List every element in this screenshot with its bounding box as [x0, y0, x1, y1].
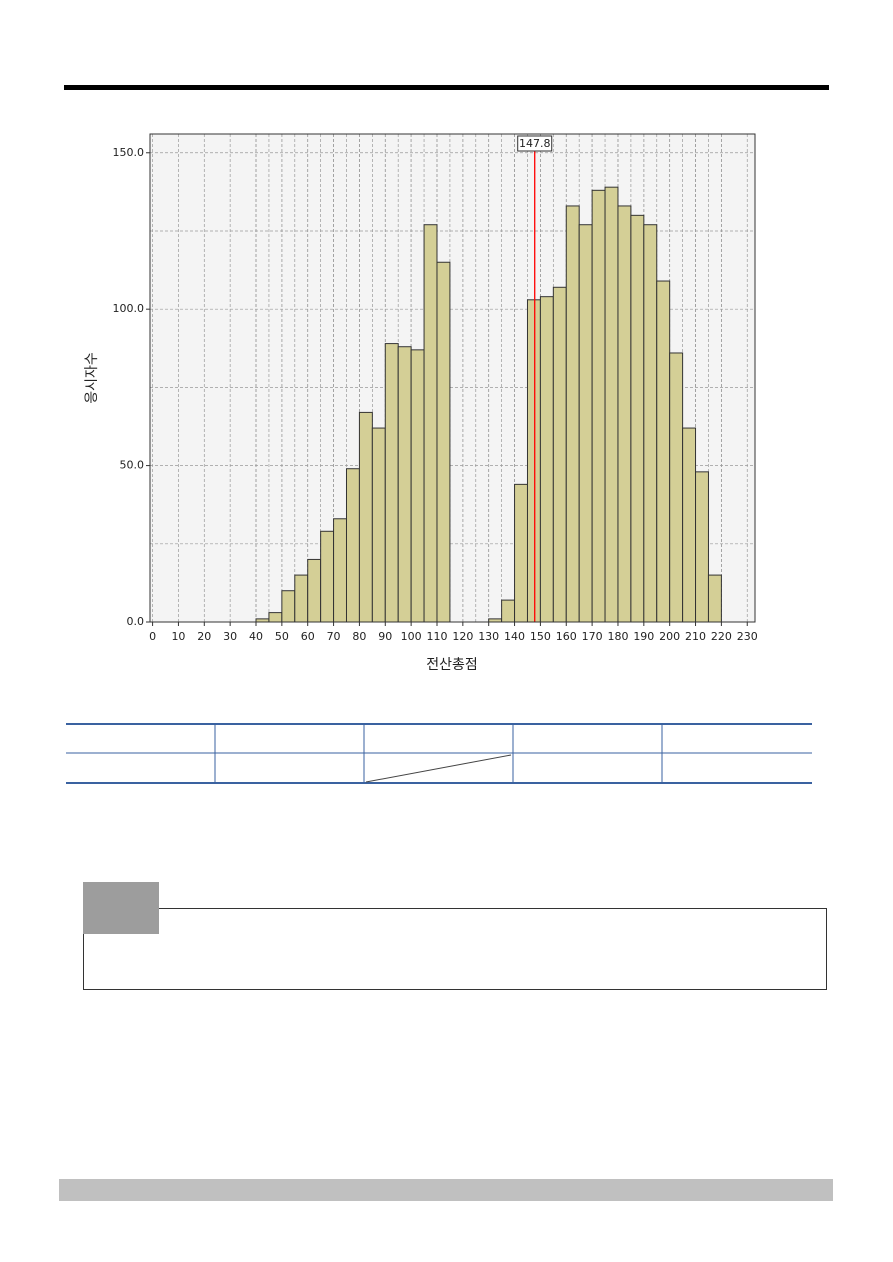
- bar: [397, 346, 412, 623]
- table-columns: [214, 724, 663, 783]
- x-tick-label: 80: [352, 630, 366, 643]
- note-tab: [83, 882, 159, 934]
- footer-bar: [59, 1179, 833, 1201]
- x-tick-label: 90: [378, 630, 392, 643]
- bar: [695, 471, 709, 623]
- bar: [307, 558, 322, 623]
- bar: [656, 280, 671, 623]
- bar: [333, 518, 347, 623]
- bar: [604, 186, 619, 623]
- bar: [320, 530, 335, 623]
- bar: [591, 189, 606, 623]
- reference-label: 147.8: [519, 137, 551, 150]
- y-tick-label: 50.0: [120, 459, 145, 472]
- plot-frame: [149, 133, 756, 623]
- x-tick-label: 100: [401, 630, 422, 643]
- bar: [539, 296, 554, 623]
- bar: [384, 343, 399, 623]
- bar: [294, 574, 309, 623]
- bar: [565, 205, 580, 623]
- x-tick-label: 180: [607, 630, 628, 643]
- bar: [682, 427, 697, 623]
- x-tick-label: 210: [685, 630, 706, 643]
- x-tick-label: 130: [478, 630, 499, 643]
- bar: [643, 224, 658, 623]
- y-tick-label: 0.0: [127, 615, 145, 628]
- bar: [617, 205, 632, 623]
- x-tick-label: 40: [249, 630, 263, 643]
- x-tick-label: 30: [223, 630, 237, 643]
- x-tick-label: 60: [301, 630, 315, 643]
- bar: [552, 286, 567, 623]
- bar: [501, 599, 516, 623]
- top-rule: [64, 85, 829, 90]
- x-tick-label: 10: [171, 630, 185, 643]
- x-tick-label: 110: [426, 630, 447, 643]
- x-axis-label: 전산총점: [426, 657, 478, 673]
- bar: [358, 411, 373, 623]
- x-tick-label: 200: [659, 630, 680, 643]
- y-tick-label: 150.0: [113, 146, 145, 159]
- x-tick-label: 0: [149, 630, 156, 643]
- bar: [281, 590, 296, 623]
- bar: [630, 214, 645, 623]
- x-tick-label: 50: [275, 630, 289, 643]
- bar: [707, 574, 722, 623]
- bar: [345, 468, 360, 623]
- diagonal: [365, 754, 512, 783]
- bar: [268, 612, 283, 623]
- bar: [578, 224, 593, 623]
- bar: [514, 483, 528, 623]
- x-tick-label: 150: [530, 630, 551, 643]
- bar: [436, 261, 451, 623]
- bar: [526, 299, 541, 623]
- reference-label-box: [517, 135, 553, 152]
- x-tick-label: 20: [197, 630, 211, 643]
- x-tick-label: 220: [711, 630, 732, 643]
- chart: 전산총점 응시자수 0.0 50.0 100.0 150.0 0 10 20 30 40 50 60…: [84, 133, 758, 673]
- x-tick-label: 120: [452, 630, 473, 643]
- x-tick-label: 140: [504, 630, 525, 643]
- x-tick-label: 70: [327, 630, 341, 643]
- y-axis-label: 응시자수: [84, 352, 100, 404]
- bar: [669, 352, 684, 623]
- x-tick-label: 170: [582, 630, 603, 643]
- x-tick-label: 230: [737, 630, 758, 643]
- bar: [423, 224, 438, 623]
- bar: [371, 427, 386, 623]
- x-tick-label: 160: [556, 630, 577, 643]
- y-tick-label: 100.0: [113, 302, 145, 315]
- note-box: [83, 908, 827, 990]
- table: [66, 723, 812, 784]
- x-tick-label: 190: [633, 630, 654, 643]
- bar: [410, 349, 425, 623]
